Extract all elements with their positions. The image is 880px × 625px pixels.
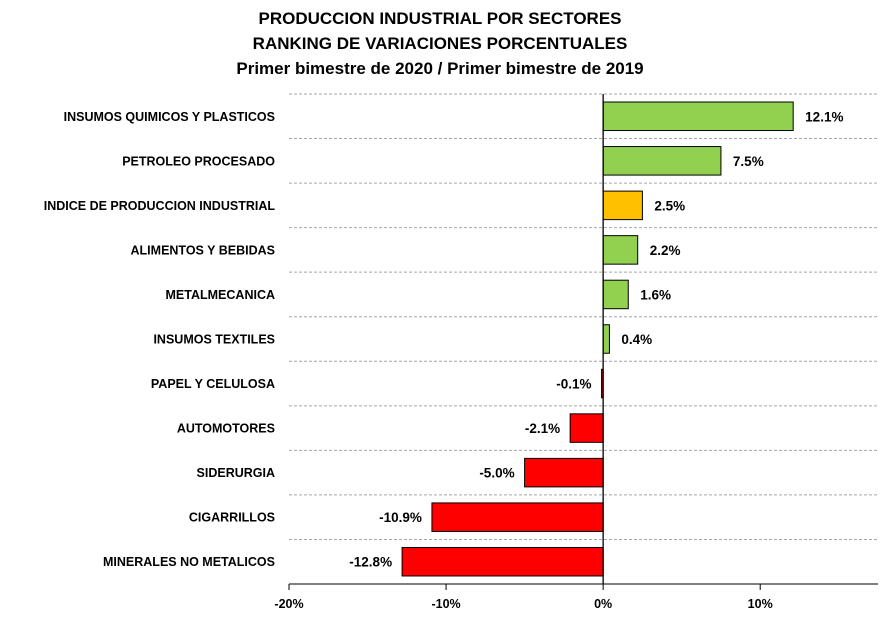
category-label-cigarrillos: CIGARRILLOS — [189, 511, 275, 525]
category-label-papel-y-celulosa: PAPEL Y CELULOSA — [151, 377, 275, 391]
chart-subtitle: Primer bimestre de 2020 / Primer bimestr… — [236, 59, 644, 78]
bar-alimentos-y-bebidas — [602, 235, 639, 265]
x-tick-label: 10% — [748, 597, 773, 611]
value-label-metalmecanica: 1.6% — [640, 287, 671, 302]
value-label-petroleo-procesado: 7.5% — [733, 154, 764, 169]
bar-petroleo-procesado — [602, 146, 722, 176]
value-label-cigarrillos: -10.9% — [379, 510, 422, 525]
value-label-minerales-no-metalicos: -12.8% — [349, 555, 392, 570]
x-tick-label: -10% — [431, 597, 460, 611]
value-label-insumos-textiles: 0.4% — [621, 332, 652, 347]
x-tick-label: 0% — [594, 597, 612, 611]
bar-cigarrillos — [431, 502, 604, 532]
value-label-papel-y-celulosa: -0.1% — [556, 377, 591, 392]
category-label-siderurgia: SIDERURGIA — [197, 466, 275, 480]
bar-indice-de-produccion-industrial — [602, 190, 643, 221]
chart-title-line-2: RANKING DE VARIACIONES PORCENTUALES — [252, 34, 628, 53]
value-label-insumos-quimicos-y-plasticos: 12.1% — [805, 109, 843, 124]
category-label-automotores: AUTOMOTORES — [177, 422, 275, 436]
value-label-automotores: -2.1% — [525, 421, 560, 436]
bar-siderurgia — [524, 457, 604, 488]
chart-title-line-1: PRODUCCION INDUSTRIAL POR SECTORES — [258, 9, 622, 28]
chart-title: PRODUCCION INDUSTRIAL POR SECTORES RANKI… — [0, 6, 880, 81]
x-tick-label: -20% — [274, 597, 303, 611]
bar-insumos-textiles — [602, 324, 610, 354]
category-label-petroleo-procesado: PETROLEO PROCESADO — [122, 154, 275, 168]
value-label-siderurgia: -5.0% — [479, 466, 514, 481]
category-label-alimentos-y-bebidas: ALIMENTOS Y BEBIDAS — [131, 243, 275, 257]
bar-insumos-quimicos-y-plasticos — [602, 101, 794, 132]
category-label-minerales-no-metalicos: MINERALES NO METALICOS — [103, 555, 275, 569]
value-label-indice-de-produccion-industrial: 2.5% — [654, 198, 685, 213]
bar-minerales-no-metalicos — [401, 546, 604, 577]
bar-automotores — [569, 413, 604, 443]
category-label-indice-de-produccion-industrial: INDICE DE PRODUCCION INDUSTRIAL — [44, 199, 276, 213]
category-label-insumos-quimicos-y-plasticos: INSUMOS QUIMICOS Y PLASTICOS — [64, 110, 275, 124]
category-label-metalmecanica: METALMECANICA — [166, 288, 275, 302]
bar-metalmecanica — [602, 279, 629, 310]
category-label-insumos-textiles: INSUMOS TEXTILES — [153, 333, 275, 347]
value-label-alimentos-y-bebidas: 2.2% — [650, 243, 681, 258]
